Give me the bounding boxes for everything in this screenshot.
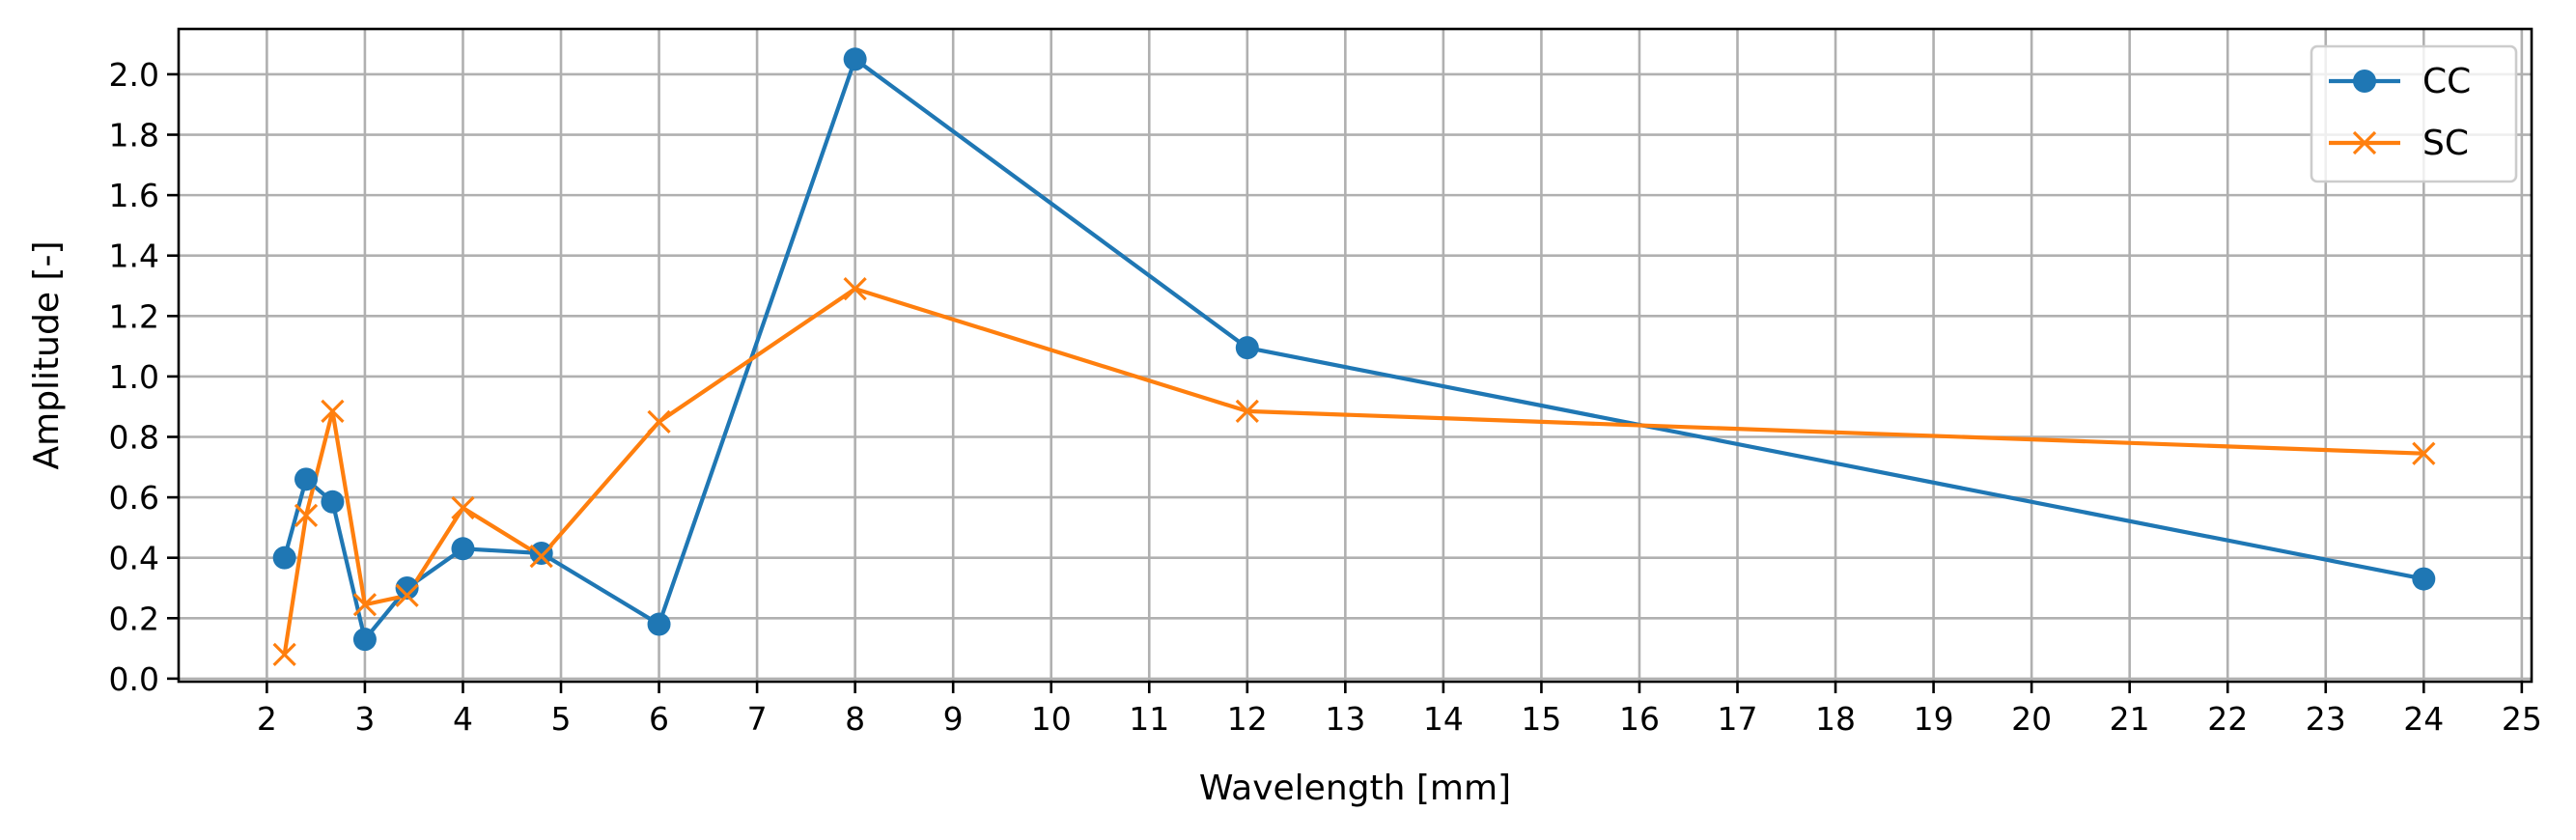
x-tick-label: 10 — [1031, 700, 1072, 738]
x-tick-label: 11 — [1129, 700, 1169, 738]
data-point-cc — [321, 490, 345, 514]
data-point-cc — [529, 541, 553, 565]
x-tick-label: 24 — [2403, 700, 2444, 738]
data-point-sc — [272, 642, 296, 666]
data-point-cc — [647, 612, 671, 636]
y-axis: 0.0 0.2 0.4 0.6 0.8 1.0 1.2 1.4 1.6 1.8 2.0 — [109, 56, 179, 698]
data-point-cc — [352, 628, 377, 652]
data-point-sc — [352, 593, 378, 617]
x-axis-label: Wavelength [mm] — [1199, 769, 1511, 808]
data-point-cc — [294, 467, 319, 491]
y-axis-label: Amplitude [-] — [27, 240, 67, 469]
x-tick-label: 2 — [257, 700, 277, 738]
legend-label-cc: CC — [2422, 62, 2471, 101]
x-tick-label: 9 — [943, 700, 964, 738]
x-tick-label: 5 — [551, 700, 572, 738]
y-tick-label: 1.6 — [109, 177, 159, 214]
x-tick-label: 3 — [354, 700, 375, 738]
y-tick-label: 0.2 — [109, 600, 159, 637]
x-tick-label: 25 — [2502, 700, 2542, 738]
y-tick-label: 1.4 — [109, 238, 159, 275]
data-point-sc — [1235, 399, 1259, 424]
data-point-sc — [451, 495, 475, 520]
x-tick-label: 4 — [453, 700, 473, 738]
data-point-sc — [2412, 441, 2436, 465]
plot-frame — [177, 27, 2534, 684]
data-point-sc — [321, 399, 345, 424]
legend-box — [2310, 44, 2518, 183]
data-point-sc — [294, 503, 319, 528]
x-tick-label: 15 — [1521, 700, 1561, 738]
x-tick-label: 20 — [2011, 700, 2052, 738]
y-tick-label: 0.0 — [109, 660, 159, 698]
x-tick-label: 7 — [747, 700, 768, 738]
x-tick-label: 8 — [845, 700, 865, 738]
data-point-sc — [529, 544, 553, 569]
x-tick-label: 14 — [1423, 700, 1464, 738]
legend: CC SC — [2310, 44, 2518, 183]
data-point-cc — [272, 546, 296, 570]
legend-marker-cc — [2353, 70, 2376, 93]
data-point-sc — [647, 409, 671, 434]
data-point-cc — [395, 575, 419, 600]
y-tick-label: 1.0 — [109, 358, 159, 396]
x-tick-label: 22 — [2207, 700, 2248, 738]
legend-marker-sc — [2352, 130, 2377, 155]
x-tick-label: 13 — [1325, 700, 1365, 738]
x-axis: 2 3 4 5 6 7 8 9 10 11 12 13 14 15 16 17 18 19 20 21 22 23 24 25 — [257, 682, 2542, 738]
data-point-cc — [843, 47, 867, 71]
data-point-cc — [2412, 567, 2436, 591]
y-tick-label: 1.2 — [109, 297, 159, 335]
y-tick-label: 0.6 — [109, 479, 159, 517]
x-tick-label: 21 — [2110, 700, 2150, 738]
x-tick-label: 17 — [1718, 700, 1758, 738]
x-tick-label: 12 — [1227, 700, 1268, 738]
data-point-sc — [395, 583, 419, 607]
series-markers — [272, 47, 2436, 666]
data-point-cc — [1235, 336, 1259, 360]
x-tick-label: 23 — [2306, 700, 2346, 738]
data-point-sc — [843, 277, 867, 301]
legend-item-cc: CC — [2329, 62, 2471, 101]
y-tick-label: 0.8 — [109, 419, 159, 457]
x-tick-label: 19 — [1914, 700, 1954, 738]
x-tick-label: 16 — [1619, 700, 1660, 738]
y-tick-label: 1.8 — [109, 117, 159, 154]
legend-label-sc: SC — [2422, 124, 2469, 163]
y-tick-label: 2.0 — [109, 56, 159, 94]
y-tick-label: 0.4 — [109, 540, 159, 577]
x-tick-label: 6 — [649, 700, 669, 738]
x-tick-label: 18 — [1815, 700, 1856, 738]
legend-item-sc: SC — [2329, 124, 2469, 163]
data-point-cc — [451, 537, 475, 561]
